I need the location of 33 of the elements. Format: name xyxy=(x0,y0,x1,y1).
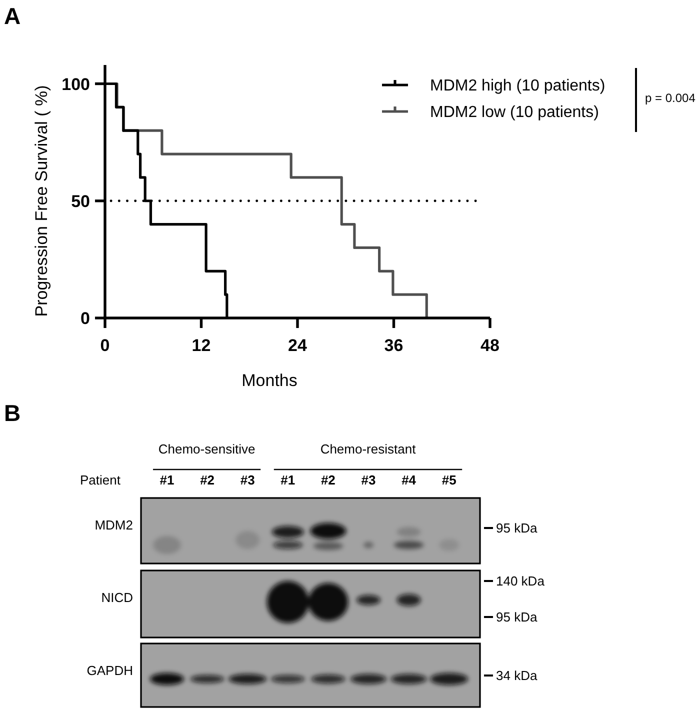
text: 34 kDa xyxy=(496,668,538,684)
text: GAPDH xyxy=(86,663,133,678)
text: 95 kDa xyxy=(496,610,538,625)
text: 140 kDa xyxy=(496,574,546,589)
text: #3 xyxy=(361,472,376,488)
x-tick-label: 36 xyxy=(384,336,404,355)
legend-label: MDM2 low (10 patients) xyxy=(430,104,599,122)
y-tick-label: 100 xyxy=(62,74,90,94)
x-tick-label: 12 xyxy=(192,336,211,355)
text: Patient xyxy=(80,472,121,488)
text: B xyxy=(4,400,21,426)
x-axis-title: Months xyxy=(242,371,298,390)
x-tick-label: 48 xyxy=(480,336,500,355)
y-tick-label: 0 xyxy=(80,309,90,328)
text: #3 xyxy=(240,472,255,488)
text: MDM2 xyxy=(94,518,133,533)
text: Chemo-sensitive xyxy=(158,442,256,457)
text: A xyxy=(4,3,21,29)
text: #2 xyxy=(200,472,215,488)
text: p = 0.004 xyxy=(645,91,696,106)
x-tick-label: 24 xyxy=(288,336,308,355)
text: Chemo-resistant xyxy=(320,442,416,457)
text: #4 xyxy=(402,472,417,488)
legend-label: MDM2 high (10 patients) xyxy=(430,78,606,95)
text: 95 kDa xyxy=(496,520,538,536)
text: #1 xyxy=(280,472,296,488)
text: #5 xyxy=(442,472,456,488)
y-tick-label: 50 xyxy=(71,192,90,211)
text: NICD xyxy=(101,590,133,606)
y-axis-title: Progression Free Survival ( %) xyxy=(32,85,51,317)
text: #2 xyxy=(320,472,336,488)
x-tick-label: 0 xyxy=(100,336,110,355)
text: #1 xyxy=(160,472,174,488)
